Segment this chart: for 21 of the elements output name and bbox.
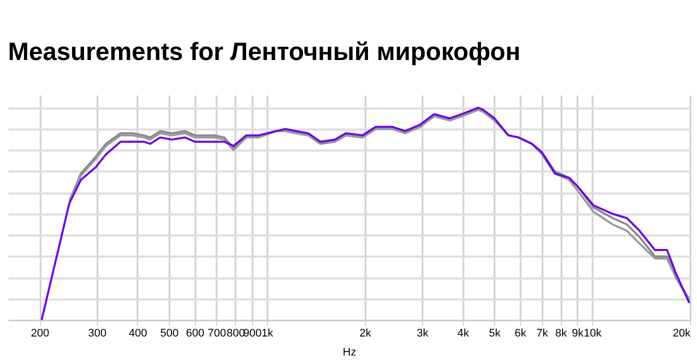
x-tick-label: 3k xyxy=(416,328,429,340)
x-tick-label: 10k xyxy=(584,328,602,340)
x-tick-label: 200 xyxy=(30,328,50,340)
x-tick-label: 6k xyxy=(514,328,527,340)
x-axis-title: Hz xyxy=(342,346,356,358)
x-tick-label: 500 xyxy=(160,328,179,340)
x-tick-label: 700 xyxy=(208,328,226,340)
x-tick-label: 900 xyxy=(243,328,262,340)
x-tick-label: 600 xyxy=(186,328,204,340)
x-tick-label: 9k xyxy=(572,328,584,340)
x-tick-label: 20k xyxy=(672,328,691,340)
x-tick-label: 300 xyxy=(88,328,106,340)
x-tick-label: 800 xyxy=(226,328,246,340)
chart-title: Measurements for Ленточный мирокофон xyxy=(8,38,520,66)
x-tick-label: 5k xyxy=(488,328,501,340)
x-tick-label: 1k xyxy=(262,328,274,340)
x-tick-label: 4k xyxy=(457,328,470,340)
x-tick-label: 8k xyxy=(555,328,568,340)
x-tick-label: 7k xyxy=(536,328,549,340)
x-tick-label: 2k xyxy=(359,328,372,340)
x-tick-label: 400 xyxy=(128,328,148,340)
